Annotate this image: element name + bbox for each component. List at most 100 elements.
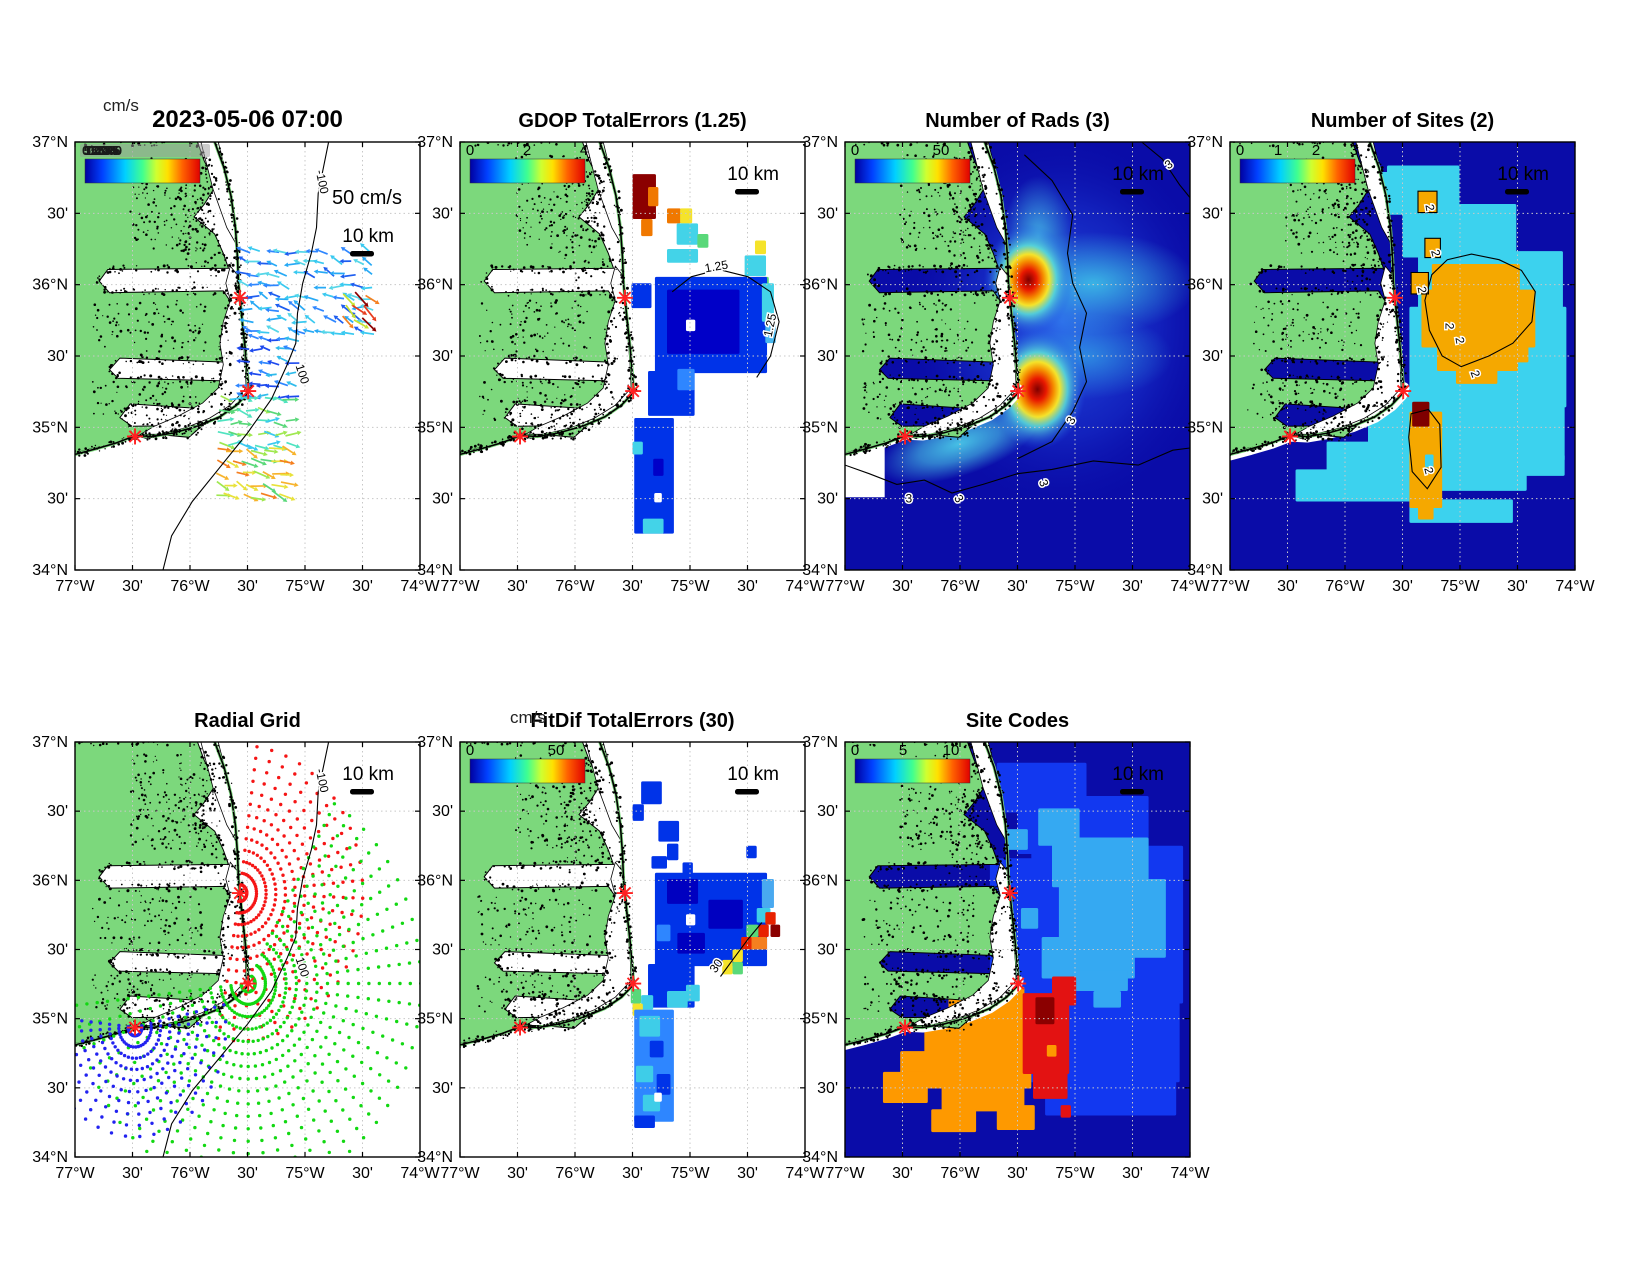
panel-title: FitDif TotalErrors (30)	[530, 710, 735, 732]
colorbar-unit-label: cm/s	[510, 708, 546, 727]
y-axis-label: 34°N	[32, 562, 68, 579]
contour-line	[1408, 408, 1442, 490]
map-layers: -100 100	[75, 142, 420, 570]
x-axis-label: 30'	[1277, 578, 1298, 595]
y-axis-label: 30'	[1202, 348, 1223, 365]
radar-site-markers	[897, 885, 1027, 1036]
colorbar-tick: 50	[933, 142, 950, 159]
contour-label: 100	[293, 362, 313, 386]
x-axis-label: 30'	[352, 1165, 373, 1182]
scale-label: 10 km	[342, 764, 394, 785]
panel-number-of-rads: Number of Rads (3) 3 3 3 3 3 37°N 30' 36°N 30' 35…	[802, 110, 1210, 595]
scale-bar-rule	[735, 189, 759, 195]
scale-bar: 10 km 50 cm/s	[332, 187, 402, 257]
coast-speckles	[845, 742, 1022, 1046]
x-axis-label: 30'	[507, 1165, 528, 1182]
x-axis-label: 30'	[507, 578, 528, 595]
axis-ticks	[459, 741, 806, 1158]
axis-labels: 37°N 30' 36°N 30' 35°N 30' 34°N77°W 30' 76°W 30' 7…	[417, 134, 825, 595]
y-axis-label: 35°N	[32, 419, 68, 436]
x-axis-label: 74°W	[1170, 578, 1210, 595]
radar-site-markers	[127, 885, 257, 1036]
contour-line	[1141, 142, 1190, 198]
colorbar-tick-strip-bg	[80, 144, 210, 157]
contour-line	[1417, 190, 1438, 214]
graticule	[845, 742, 1190, 1157]
scale-label: 10 km	[1497, 164, 1549, 185]
x-axis-label: 77°W	[825, 1165, 865, 1182]
y-axis-label: 36°N	[802, 277, 838, 294]
y-axis-label: 30'	[1202, 205, 1223, 222]
x-axis-label: 74°W	[1555, 578, 1595, 595]
y-axis-label: 36°N	[32, 277, 68, 294]
panel-title: GDOP TotalErrors (1.25)	[518, 110, 747, 132]
x-axis-label: 30'	[737, 578, 758, 595]
x-axis-label: 75°W	[1055, 1165, 1095, 1182]
colorbar-unit-label: cm/s	[103, 96, 139, 115]
scale-bar: 10 km	[1497, 164, 1549, 195]
panel-radial-grid: Radial Grid -100 100 37°N 30' 36°N 30' 35°N 30'…	[32, 710, 440, 1182]
scale-label: 10 km	[1112, 764, 1164, 785]
axis-labels: 37°N 30' 36°N 30' 35°N 30' 34°N77°W 30' 76°W 30' 7…	[802, 134, 1210, 595]
scale-label: 10 km	[727, 764, 779, 785]
scale-label: 10 km	[1112, 164, 1164, 185]
panel-title: Number of Sites (2)	[1310, 110, 1495, 132]
y-axis-label: 35°N	[417, 1011, 453, 1028]
x-axis-label: 76°W	[170, 1165, 210, 1182]
colorbar-tick: 10	[943, 742, 960, 759]
pixel-field	[630, 781, 781, 1128]
map-canvas-current-vectors: -100 100 37°N 30' 36°N 30' 35°N 30' 34°N77°W 30' 7…	[32, 134, 440, 595]
y-axis-label: 34°N	[802, 562, 838, 579]
colorbar-gradient	[854, 758, 971, 784]
colorbar-tick: 4	[580, 142, 588, 159]
colorbar-gradient	[1239, 158, 1356, 184]
y-axis-label: 30'	[47, 491, 68, 508]
axis-ticks	[459, 141, 806, 571]
map-canvas-site-codes: 37°N 30' 36°N 30' 35°N 30' 34°N77°W 30' 76°W 30' 7…	[802, 734, 1210, 1182]
radar-site-markers	[127, 289, 257, 445]
graticule	[1230, 142, 1575, 570]
coast-speckles	[75, 142, 254, 457]
current-vector-cluster	[215, 445, 299, 503]
x-axis-label: 77°W	[440, 1165, 480, 1182]
colorbar-tick: 2	[523, 142, 531, 159]
colorbar: 0 2 4	[466, 142, 588, 184]
map-layers	[845, 742, 1190, 1157]
x-axis-label: 30'	[622, 578, 643, 595]
y-axis-label: 30'	[47, 1080, 68, 1097]
y-axis-label: 37°N	[802, 134, 838, 151]
map-canvas-radial-grid: -100 100 37°N 30' 36°N 30' 35°N 30' 34°N77°W 30' 7…	[32, 734, 440, 1182]
y-axis-label: 35°N	[32, 1011, 68, 1028]
axis-labels: 37°N 30' 36°N 30' 35°N 30' 34°N77°W 30' 76°W 30' 7…	[417, 734, 825, 1182]
panel-title: Site Codes	[965, 710, 1070, 732]
panel-fitdif-total-errors: FitDif TotalErrors (30) cm/s 30 37°N 30' 36…	[417, 708, 825, 1182]
y-axis-label: 30'	[817, 942, 838, 959]
contour-label: 100	[293, 955, 313, 979]
x-axis-label: 30'	[892, 578, 913, 595]
x-axis-label: 30'	[352, 578, 373, 595]
scale-bar: 10 km	[342, 764, 394, 795]
scale-bar-rule	[1120, 789, 1144, 795]
colorbar-tick: 1	[1274, 142, 1282, 159]
reference-vector-label: 50 cm/s	[332, 187, 402, 209]
y-axis-label: 30'	[47, 205, 68, 222]
colorbar-tick: 0	[1236, 142, 1244, 159]
axis-ticks	[74, 741, 421, 1158]
x-axis-label: 74°W	[785, 1165, 825, 1182]
x-axis-label: 75°W	[1055, 578, 1095, 595]
colorbar-tick: 5	[899, 742, 907, 759]
x-axis-label: 30'	[1122, 578, 1143, 595]
radial-dot-fan	[216, 745, 365, 1043]
y-axis-label: 30'	[432, 803, 453, 820]
x-axis-label: 77°W	[55, 1165, 95, 1182]
land-layer	[460, 742, 637, 1049]
scale-bar: 10 km	[1112, 764, 1164, 795]
y-axis-label: 34°N	[417, 562, 453, 579]
y-axis-label: 34°N	[802, 1149, 838, 1166]
x-axis-label: 76°W	[940, 578, 980, 595]
x-axis-label: 76°W	[170, 578, 210, 595]
x-axis-label: 77°W	[825, 578, 865, 595]
y-axis-label: 36°N	[417, 277, 453, 294]
panel-current-vectors: 2023-05-06 07:00 cm/s -100 100 37°N 30' 36°N…	[32, 96, 440, 595]
x-axis-label: 30'	[892, 1165, 913, 1182]
